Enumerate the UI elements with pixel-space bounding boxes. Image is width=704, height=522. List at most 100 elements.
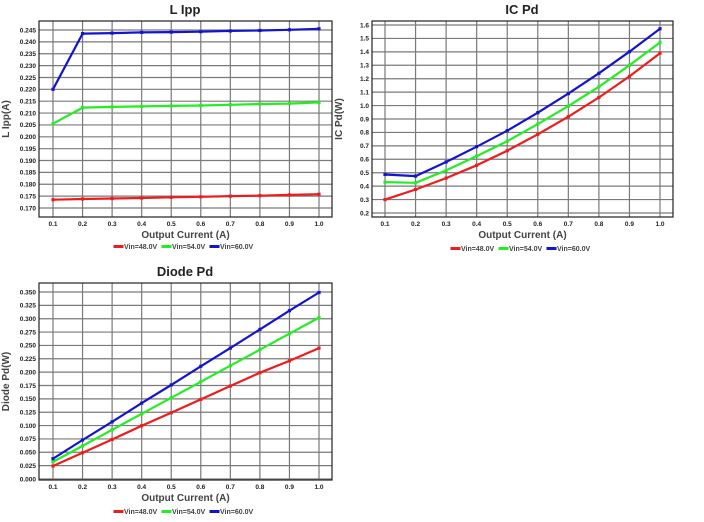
chart-diode-pd: 0.1 0.2 0.3 0.4 0.5 0.6 0.7 0.8 0.9 1.0 0.000 0.025… bbox=[1, 264, 333, 516]
y-tick-label: 0.180 bbox=[20, 182, 37, 189]
data-point bbox=[413, 181, 418, 185]
data-point bbox=[140, 104, 144, 109]
legend-swatch bbox=[209, 245, 220, 248]
data-point bbox=[110, 428, 114, 432]
data-point bbox=[140, 196, 144, 200]
data-point bbox=[566, 104, 570, 108]
y-tick-label: 1.4 bbox=[360, 49, 369, 56]
data-point bbox=[169, 383, 173, 387]
chart-ic-pd: 0.1 0.2 0.3 0.4 0.5 0.6 0.7 0.8 0.9 1.0 0.2 0.3 0.4 0… bbox=[334, 2, 674, 253]
y-tick-label: 0.2 bbox=[360, 210, 369, 217]
data-point bbox=[627, 50, 632, 54]
series-line bbox=[384, 41, 661, 184]
x-tick-label: 0.8 bbox=[255, 221, 264, 228]
legend-swatch bbox=[498, 247, 509, 250]
y-tick-label: 0.200 bbox=[20, 369, 37, 376]
legend-label: Vin=54.0V bbox=[509, 246, 542, 253]
x-tick-label: 0.6 bbox=[196, 221, 205, 228]
y-tick-label: 1.1 bbox=[360, 89, 369, 96]
x-axis-title: Output Current (A) bbox=[141, 493, 229, 504]
x-tick-label: 0.7 bbox=[564, 221, 573, 228]
data-point bbox=[110, 105, 114, 109]
y-tick-label: 0.5 bbox=[360, 170, 369, 177]
data-point bbox=[258, 371, 262, 375]
chart-title: Diode Pd bbox=[157, 264, 213, 279]
legend-item: Vin=54.0V bbox=[498, 246, 542, 253]
y-tick-label: 0.350 bbox=[20, 289, 37, 296]
x-axis-title: Output Current (A) bbox=[478, 230, 566, 241]
y-tick-label: 1.0 bbox=[360, 103, 369, 110]
legend-swatch bbox=[450, 247, 461, 250]
data-point bbox=[287, 359, 292, 363]
y-tick-label: 0.3 bbox=[360, 197, 369, 204]
y-tick-label: 0.7 bbox=[360, 143, 369, 150]
y-tick-label: 0.325 bbox=[20, 303, 37, 310]
data-point bbox=[169, 195, 173, 199]
data-point bbox=[566, 115, 570, 119]
x-tick-label: 0.6 bbox=[533, 221, 542, 228]
y-tick-label: 0.6 bbox=[360, 157, 369, 164]
y-tick-label: 0.050 bbox=[20, 450, 37, 457]
y-tick-label: 0.125 bbox=[20, 410, 37, 417]
series-line bbox=[52, 27, 320, 90]
y-tick-label: 0.000 bbox=[20, 476, 37, 483]
data-point bbox=[51, 122, 55, 126]
legend-label: Vin=48.0V bbox=[461, 246, 494, 253]
data-point bbox=[80, 438, 85, 442]
x-tick-label: 0.8 bbox=[255, 484, 264, 491]
legend-item: Vin=48.0V bbox=[450, 246, 494, 253]
data-point bbox=[140, 401, 144, 405]
legend-swatch bbox=[161, 245, 172, 248]
data-point bbox=[444, 176, 448, 180]
data-point bbox=[228, 384, 232, 388]
data-point bbox=[658, 51, 662, 55]
data-point bbox=[169, 104, 173, 108]
y-tick-label: 0.9 bbox=[360, 116, 369, 123]
legend-swatch bbox=[209, 510, 220, 513]
y-tick-label: 0.175 bbox=[20, 193, 37, 200]
series-line bbox=[52, 316, 320, 463]
series-line bbox=[52, 101, 320, 125]
x-tick-label: 1.0 bbox=[314, 484, 323, 491]
data-point bbox=[317, 346, 321, 350]
data-point bbox=[287, 332, 292, 336]
x-axis-title: Output Current (A) bbox=[141, 230, 229, 241]
x-tick-label: 0.8 bbox=[594, 221, 603, 228]
x-tick-label: 0.4 bbox=[137, 221, 146, 228]
data-point bbox=[51, 464, 55, 468]
data-point bbox=[597, 85, 601, 89]
x-tick-label: 0.4 bbox=[137, 484, 146, 491]
y-tick-label: 0.215 bbox=[20, 99, 37, 106]
data-point bbox=[199, 364, 203, 368]
data-point bbox=[258, 102, 262, 106]
data-point bbox=[536, 132, 540, 136]
data-point bbox=[566, 92, 570, 96]
y-tick-label: 0.220 bbox=[20, 87, 37, 94]
data-point bbox=[199, 380, 203, 384]
data-point bbox=[627, 74, 632, 79]
data-point bbox=[258, 327, 262, 331]
legend-label: Vin=54.0V bbox=[172, 509, 205, 516]
legend-item: Vin=48.0V bbox=[113, 509, 157, 516]
data-point bbox=[199, 103, 203, 108]
data-point bbox=[228, 364, 232, 368]
data-point bbox=[627, 63, 632, 67]
data-point bbox=[413, 174, 418, 178]
legend-item: Vin=60.0V bbox=[209, 244, 253, 251]
plot-border bbox=[38, 282, 333, 481]
y-tick-label: 0.235 bbox=[20, 51, 37, 58]
data-point bbox=[444, 168, 448, 173]
chart-l-ipp: 0.1 0.2 0.3 0.4 0.5 0.6 0.7 0.8 0.9 1.0 0.170 0.175… bbox=[1, 2, 333, 251]
legend-label: Vin=54.0V bbox=[172, 244, 205, 251]
data-point bbox=[287, 28, 292, 32]
chart-title: L Ipp bbox=[170, 2, 201, 17]
y-tick-label: 0.245 bbox=[20, 27, 37, 34]
y-tick-label: 0.8 bbox=[360, 130, 369, 137]
legend-swatch bbox=[161, 510, 172, 513]
x-tick-label: 0.6 bbox=[196, 484, 205, 491]
x-tick-label: 0.1 bbox=[48, 484, 57, 491]
data-point bbox=[444, 160, 448, 164]
x-tick-label: 0.1 bbox=[48, 221, 57, 228]
data-point bbox=[199, 30, 203, 34]
data-point bbox=[413, 187, 418, 192]
